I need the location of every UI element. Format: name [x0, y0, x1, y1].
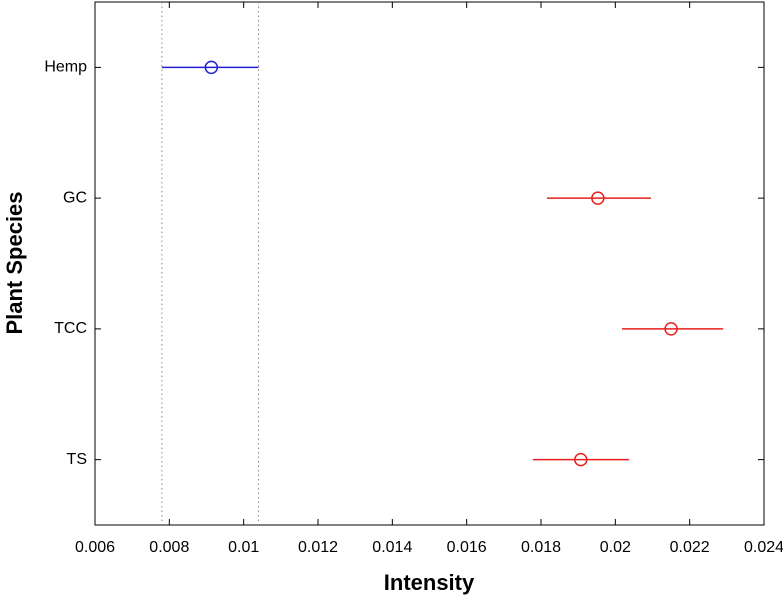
x-tick-label: 0.02 — [600, 539, 631, 556]
mean-marker — [591, 191, 605, 205]
mean-marker — [574, 452, 588, 467]
mean-marker — [204, 60, 219, 75]
y-tick-label: TS — [67, 451, 87, 468]
y-tick-label: Hemp — [44, 59, 87, 76]
mean-marker — [664, 322, 678, 336]
x-tick-label: 0.006 — [75, 539, 115, 556]
plot-frame — [94, 1, 765, 526]
x-tick-label: 0.012 — [298, 539, 338, 556]
x-axis-label: Intensity — [384, 570, 475, 595]
x-tick-label: 0.024 — [744, 539, 783, 556]
x-tick-label: 0.022 — [670, 539, 710, 556]
y-tick-label: GC — [63, 189, 87, 206]
x-tick-label: 0.016 — [447, 539, 487, 556]
x-tick-label: 0.014 — [372, 539, 412, 556]
x-tick-label: 0.008 — [149, 539, 189, 556]
y-axis-label: Plant Species — [2, 191, 27, 334]
x-tick-label: 0.018 — [521, 539, 561, 556]
x-tick-label: 0.01 — [228, 539, 259, 556]
y-tick-label: TCC — [54, 320, 87, 337]
